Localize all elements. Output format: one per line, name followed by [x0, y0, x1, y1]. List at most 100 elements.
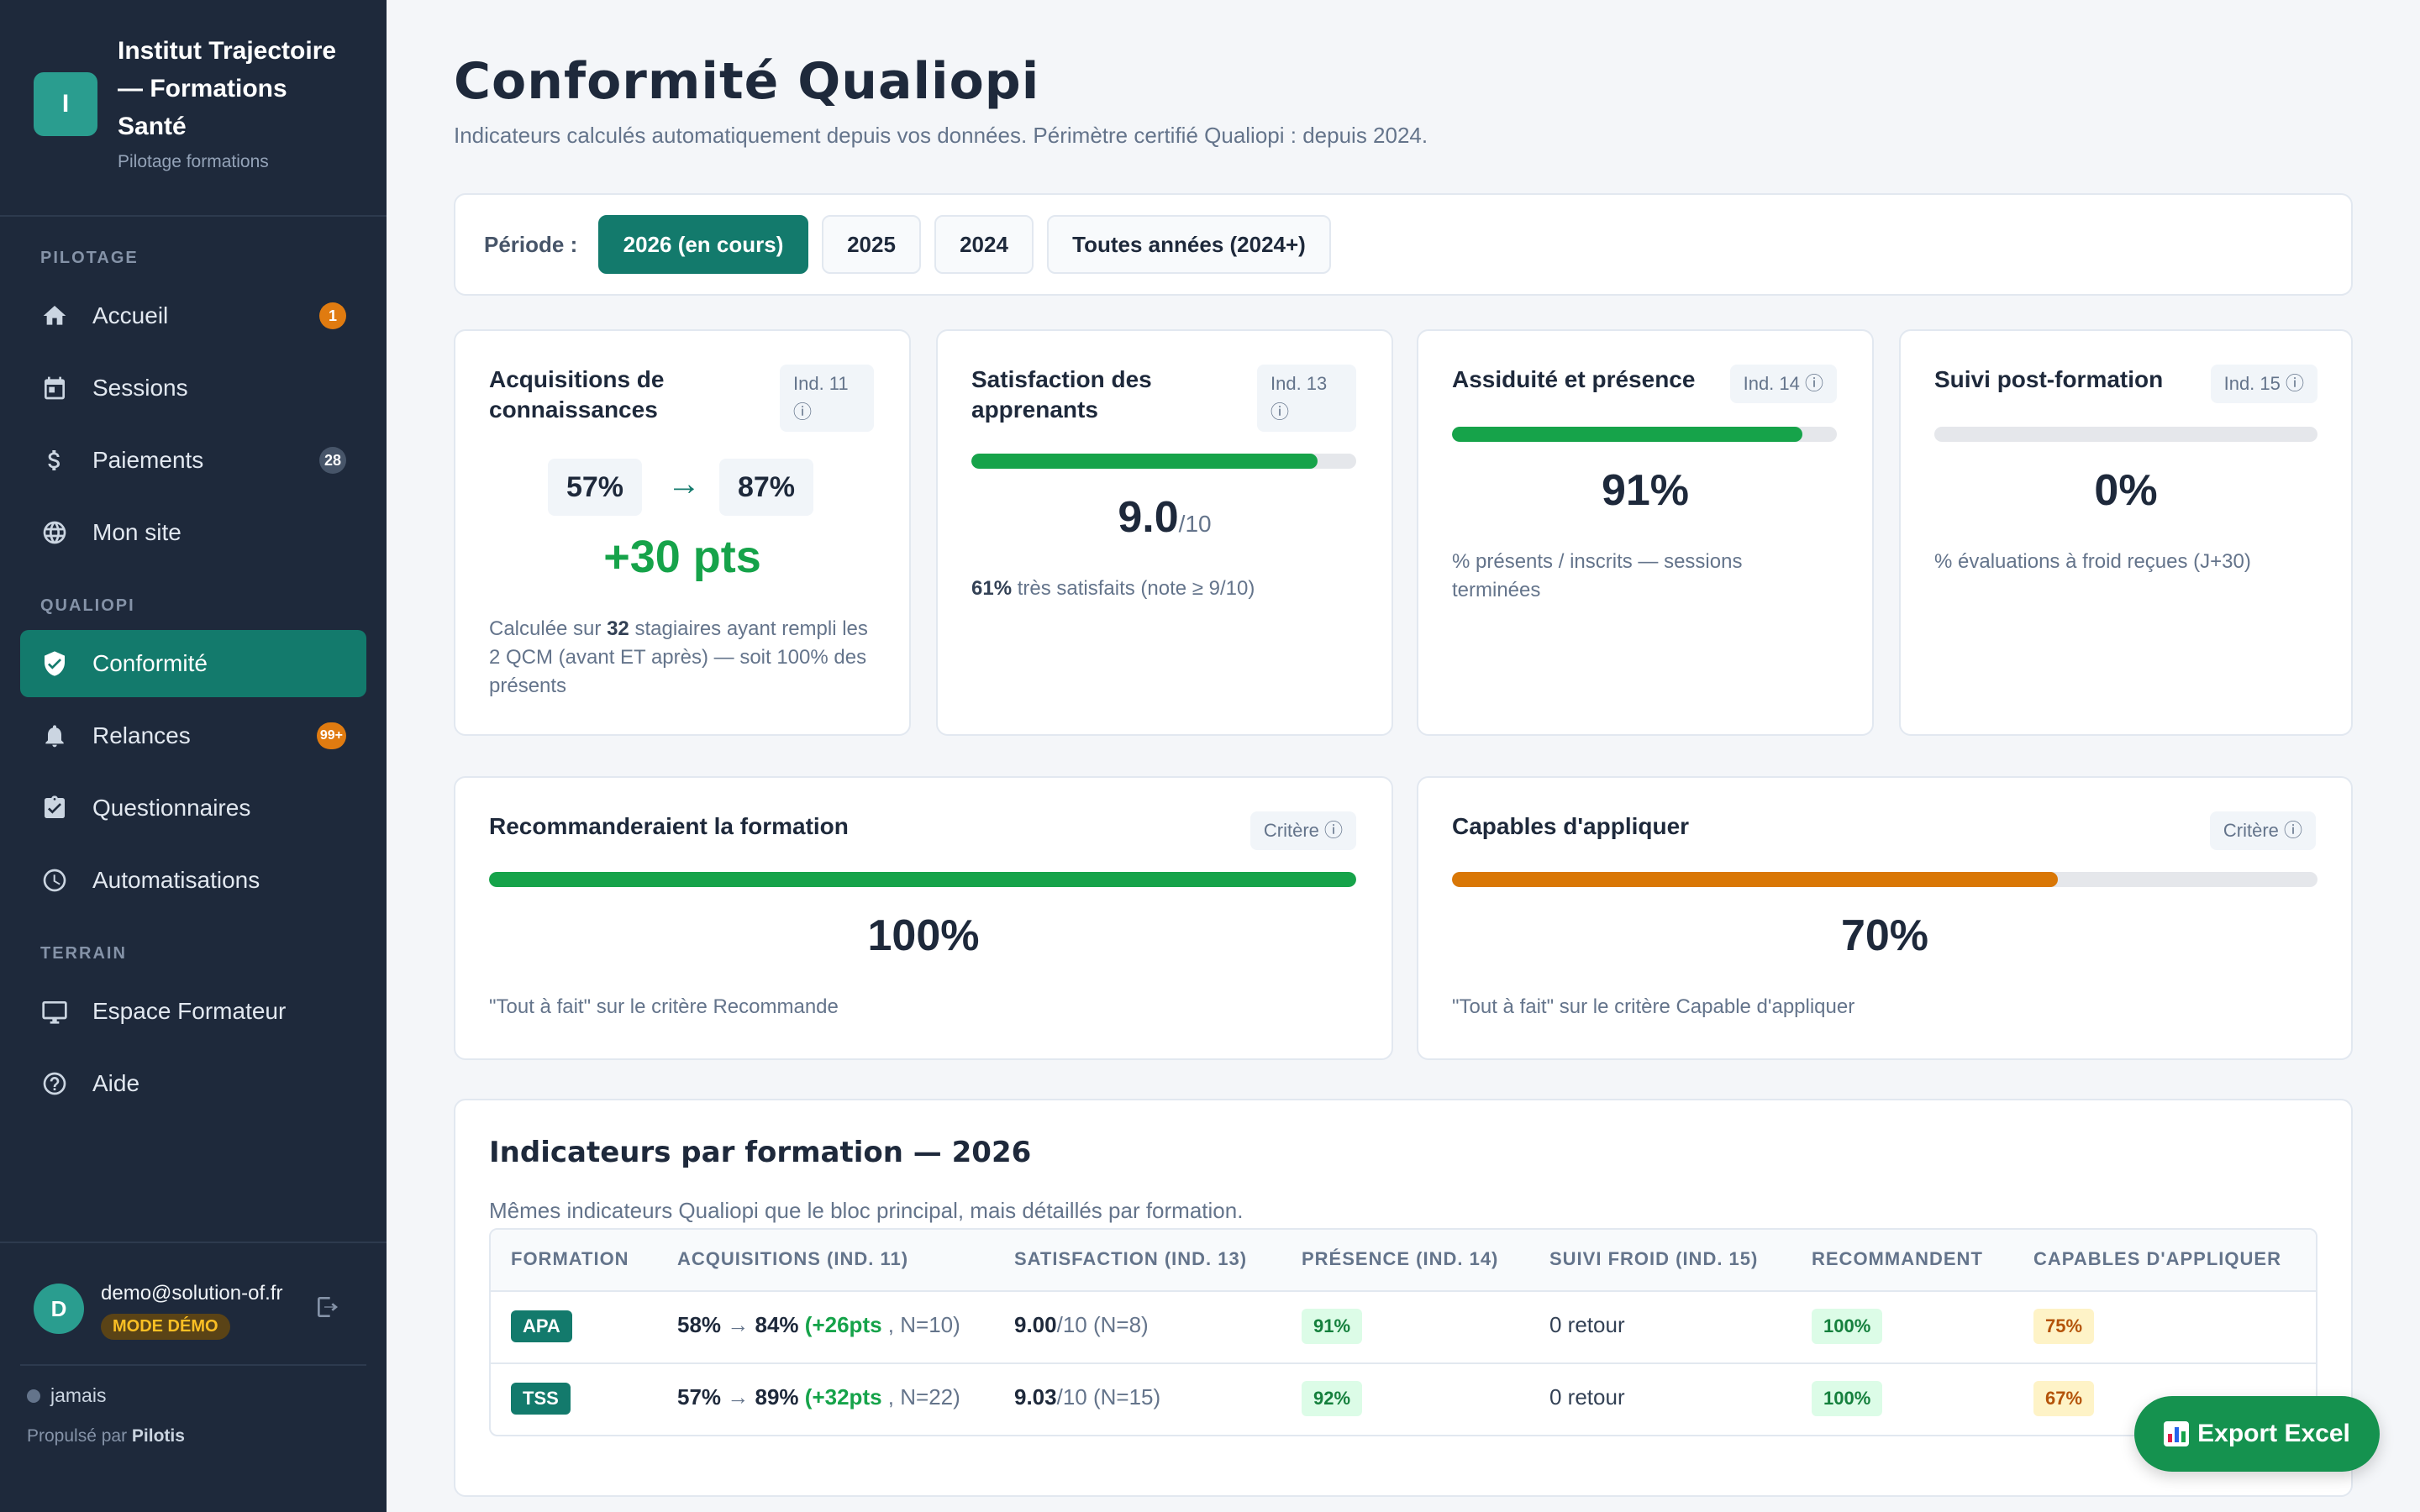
logout-icon[interactable] [314, 1294, 341, 1320]
kpi-card-capables: Capables d'appliquer Critère ⓘ 70% "Tout… [1417, 776, 2353, 1060]
kpi-title: Recommanderaient la formation [489, 813, 849, 839]
sync-status: jamais [27, 1384, 106, 1407]
sidebar-item-label: Questionnaires [92, 795, 251, 821]
score-after: 87% [719, 459, 813, 516]
acq-count: , N=10) [887, 1312, 960, 1337]
period-2026-button[interactable]: 2026 (en cours) [598, 215, 808, 274]
monitor-icon [40, 997, 69, 1026]
sidebar-item-accueil[interactable]: Accueil 1 [20, 282, 366, 349]
help-circle-icon [40, 1069, 69, 1098]
export-excel-button[interactable]: Export Excel [2134, 1396, 2380, 1472]
recommandent-chip: 100% [1812, 1381, 1883, 1416]
brand: I Institut Trajectoire — Formations Sant… [0, 0, 387, 217]
indicator-tag[interactable]: Ind. 15 ⓘ [2210, 365, 2317, 403]
table-row[interactable]: APA 58% → 84% (+26pts , N=10) 9.00/10 (N… [491, 1292, 2316, 1364]
sidebar-item-label: Paiements [92, 447, 204, 473]
kpi-value: 0% [2094, 466, 2158, 515]
export-label: Export Excel [2197, 1420, 2350, 1447]
demo-mode-badge: MODE DÉMO [101, 1314, 230, 1340]
nav-section-pilotage: PILOTAGE [40, 249, 139, 267]
sidebar-item-label: Sessions [92, 375, 188, 401]
recommandent-chip: 100% [1812, 1309, 1883, 1344]
kpi-description: % présents / inscrits — sessions terminé… [1452, 550, 1743, 601]
sidebar-item-questionnaires[interactable]: Questionnaires [20, 774, 366, 842]
period-2024-button[interactable]: 2024 [934, 215, 1034, 274]
page-subtitle: Indicateurs calculés automatiquement dep… [454, 123, 1428, 148]
capables-chip: 75% [2033, 1309, 2095, 1344]
score: 9.0 [1118, 493, 1179, 542]
column-header: FORMATION [511, 1248, 629, 1269]
formation-indicators-card: Indicateurs par formation — 2026 Mêmes i… [454, 1099, 2353, 1497]
sidebar-item-espace-formateur[interactable]: Espace Formateur [20, 978, 366, 1045]
globe-icon [40, 518, 69, 547]
sidebar-item-label: Accueil [92, 302, 169, 328]
period-selector: Période : 2026 (en cours) 2025 2024 Tout… [454, 193, 2353, 296]
criterion-tag[interactable]: Critère ⓘ [1249, 811, 1356, 850]
satisfaction-cell: 9.03/10 (N=15) [1014, 1384, 1160, 1410]
formation-code-badge: APA [511, 1310, 572, 1342]
sidebar-item-sessions[interactable]: Sessions [20, 354, 366, 422]
kpi-description: "Tout à fait" sur le critère Capable d'a… [1452, 995, 1855, 1018]
indicator-tag[interactable]: Ind. 11 ⓘ [780, 365, 874, 432]
kpi-title: Acquisitions de connaissances [489, 366, 665, 423]
sidebar-item-label: Automatisations [92, 867, 260, 893]
sidebar-item-mon-site[interactable]: Mon site [20, 499, 366, 566]
acquisitions-cell: 58% → 84% (+26pts , N=10) [677, 1312, 960, 1337]
criterion-tag[interactable]: Critère ⓘ [2209, 811, 2316, 850]
acq-gain: (+32pts [804, 1384, 882, 1410]
sidebar-item-conformite[interactable]: Conformité [20, 630, 366, 697]
desc-text: très satisfaits (note ≥ 9/10) [1017, 577, 1255, 600]
sync-status-text: jamais [50, 1384, 107, 1406]
brand-name: Institut Trajectoire — Formations Santé [118, 37, 337, 140]
score-scale: /10 [1178, 511, 1212, 537]
indicator-tag[interactable]: Ind. 14 ⓘ [1729, 365, 1837, 403]
period-all-years-button[interactable]: Toutes années (2024+) [1047, 215, 1331, 274]
kpi-card-assiduite: Assiduité et présence Ind. 14 ⓘ 91% % pr… [1417, 329, 1874, 736]
acq-after: 89% [755, 1384, 799, 1410]
powered-prefix: Propulsé par [27, 1426, 128, 1446]
notification-badge: 99+ [316, 722, 346, 749]
period-label: Période : [484, 232, 578, 257]
count-badge: 28 [319, 447, 346, 474]
user-block: D demo@solution-of.fr MODE DÉMO jamais P… [0, 1242, 387, 1512]
user-email: demo@solution-of.fr [101, 1282, 283, 1305]
desc-suffix: stagiaires ayant rempli les 2 QCM (avant… [489, 617, 868, 697]
gain-value: +30 pts [603, 532, 761, 582]
column-header: ACQUISITIONS (IND. 11) [677, 1248, 909, 1269]
sidebar-item-aide[interactable]: Aide [20, 1050, 366, 1117]
indicators-table: FORMATION ACQUISITIONS (IND. 11) SATISFA… [489, 1228, 2317, 1436]
sidebar-item-automatisations[interactable]: Automatisations [20, 847, 366, 914]
suivi-cell: 0 retour [1549, 1312, 1625, 1337]
kpi-description: % évaluations à froid reçues (J+30) [1934, 550, 2251, 573]
sidebar-item-label: Mon site [92, 519, 182, 545]
capables-progress-bar [1452, 872, 2317, 887]
kpi-description: 61% très satisfaits (note ≥ 9/10) [971, 575, 1255, 603]
clock-icon [40, 866, 69, 895]
formation-code-badge: TSS [511, 1383, 571, 1415]
nav-section-terrain: TERRAIN [40, 944, 127, 963]
nav-section-qualiopi: QUALIOPI [40, 596, 135, 615]
acq-after: 84% [755, 1312, 799, 1337]
brand-subtitle: Pilotage formations [118, 152, 269, 171]
kpi-title: Satisfaction des apprenants [971, 366, 1152, 423]
indicator-tag[interactable]: Ind. 13 ⓘ [1257, 365, 1356, 432]
score-before: 57% [548, 459, 642, 516]
assiduite-progress-bar [1452, 427, 1837, 442]
kpi-card-suivi: Suivi post-formation Ind. 15 ⓘ 0% % éval… [1899, 329, 2353, 736]
notification-badge: 1 [319, 302, 346, 329]
period-2025-button[interactable]: 2025 [822, 215, 921, 274]
acq-gain: (+26pts [804, 1312, 882, 1337]
progress-fill [1452, 872, 2058, 887]
kpi-value: 70% [1840, 911, 1929, 960]
kpi-title: Suivi post-formation [1934, 366, 2164, 392]
capables-chip: 67% [2033, 1381, 2095, 1416]
divider [20, 1364, 366, 1366]
powered-by: Propulsé par Pilotis [27, 1426, 185, 1446]
avatar: D [34, 1284, 84, 1334]
sidebar: I Institut Trajectoire — Formations Sant… [0, 0, 387, 1512]
arrow-right-icon: → [667, 465, 701, 502]
sidebar-item-paiements[interactable]: Paiements 28 [20, 427, 366, 494]
kpi-description: Calculée sur 32 stagiaires ayant rempli … [489, 615, 884, 701]
sidebar-item-relances[interactable]: Relances 99+ [20, 702, 366, 769]
table-row[interactable]: TSS 57% → 89% (+32pts , N=22) 9.03/10 (N… [491, 1364, 2316, 1435]
